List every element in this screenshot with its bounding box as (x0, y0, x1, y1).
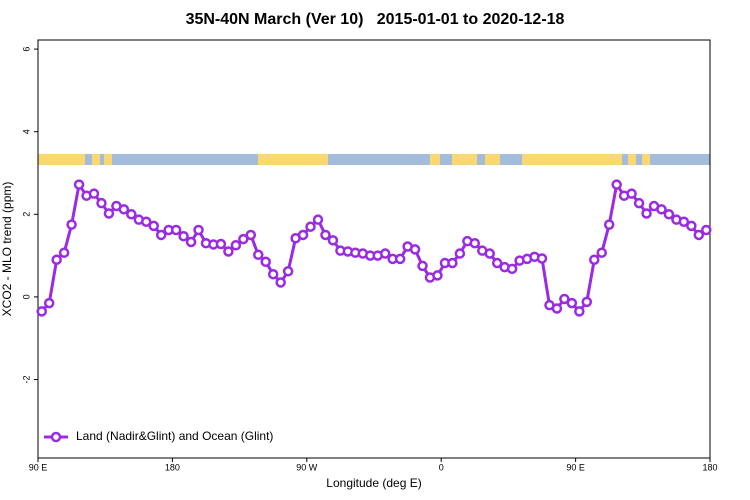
land-band (522, 154, 622, 165)
data-point (43, 297, 55, 309)
data-point (215, 238, 227, 250)
chart-title: 35N-40N March (Ver 10) 2015-01-01 to 202… (186, 11, 565, 28)
data-point (88, 188, 100, 199)
land-band (642, 154, 650, 165)
data-point (275, 277, 286, 288)
data-point (118, 204, 130, 215)
data-point (701, 224, 712, 236)
y-tick-label: -2 (21, 376, 31, 384)
land-band (628, 154, 636, 165)
data-point (686, 220, 697, 232)
legend-label: Land (Nadir&Glint) and Ocean (Glint) (76, 429, 273, 443)
data-point (260, 256, 271, 268)
data-point (409, 244, 421, 255)
data-point (185, 236, 197, 248)
data-point (141, 216, 152, 227)
data-point (506, 263, 518, 275)
land-band (38, 154, 85, 165)
x-tick-label: 90 E (566, 462, 585, 472)
data-point (641, 208, 652, 219)
y-tick-label: 6 (21, 47, 31, 52)
data-point (603, 219, 615, 230)
data-point (469, 237, 481, 249)
data-point (656, 204, 667, 215)
data-point (484, 248, 495, 259)
data-point (551, 303, 563, 314)
y-tick-label: 2 (21, 212, 31, 217)
data-point (566, 297, 578, 309)
data-point (73, 179, 85, 190)
data-point (611, 179, 622, 190)
data-point (596, 247, 607, 258)
data-point (238, 233, 249, 245)
ocean-band (38, 154, 710, 165)
data-point (491, 257, 503, 269)
data-point (245, 229, 257, 241)
data-point (633, 197, 645, 209)
data-point (663, 209, 675, 220)
x-tick-label: 0 (439, 462, 444, 472)
data-point (574, 306, 585, 317)
data-point (693, 229, 705, 241)
data-point (417, 260, 428, 272)
x-axis-label: Longitude (deg E) (326, 476, 421, 490)
data-point (312, 214, 324, 225)
x-tick-label: 90 W (296, 462, 318, 472)
data-point (394, 253, 406, 265)
data-point (282, 266, 294, 277)
land-band (430, 154, 440, 165)
y-axis-label: XCO2 - MLO trend (ppm) (0, 182, 14, 317)
land-band (104, 154, 112, 165)
data-point (297, 229, 309, 241)
y-tick-label: 4 (21, 129, 31, 134)
x-tick-label: 180 (165, 462, 180, 472)
land-band (92, 154, 100, 165)
data-point (589, 254, 600, 265)
data-point (447, 257, 458, 269)
data-point (626, 188, 637, 199)
data-point (320, 229, 331, 241)
land-band (452, 154, 477, 165)
data-point (223, 246, 234, 257)
x-tick-label: 180 (702, 462, 717, 472)
land-ocean-band (38, 154, 710, 165)
data-point (536, 253, 548, 264)
data-point (51, 254, 62, 265)
land-band (485, 154, 500, 165)
y-tick-label: 0 (21, 294, 31, 299)
data-point (155, 229, 167, 241)
data-point (126, 209, 137, 220)
data-point (454, 248, 466, 259)
series-line (40, 183, 708, 313)
data-point (178, 230, 189, 242)
data-point (66, 219, 77, 230)
data-point (379, 248, 391, 259)
data-point (170, 224, 182, 236)
data-point (432, 270, 443, 281)
data-point (581, 296, 593, 308)
data-point (267, 268, 279, 280)
data-point (327, 235, 339, 246)
data-point (678, 216, 690, 227)
data-point (305, 221, 316, 232)
data-point (36, 306, 47, 317)
data-point (230, 240, 242, 251)
data-point (58, 247, 70, 258)
data-point (96, 197, 107, 209)
data-point (253, 249, 264, 261)
data-point (193, 224, 204, 236)
data-point (559, 293, 570, 305)
legend-marker (50, 431, 62, 443)
plot-frame (37, 39, 711, 459)
data-point (148, 220, 159, 232)
x-tick-label: 90 E (29, 462, 48, 472)
data-point (103, 208, 115, 219)
land-band (258, 154, 328, 165)
